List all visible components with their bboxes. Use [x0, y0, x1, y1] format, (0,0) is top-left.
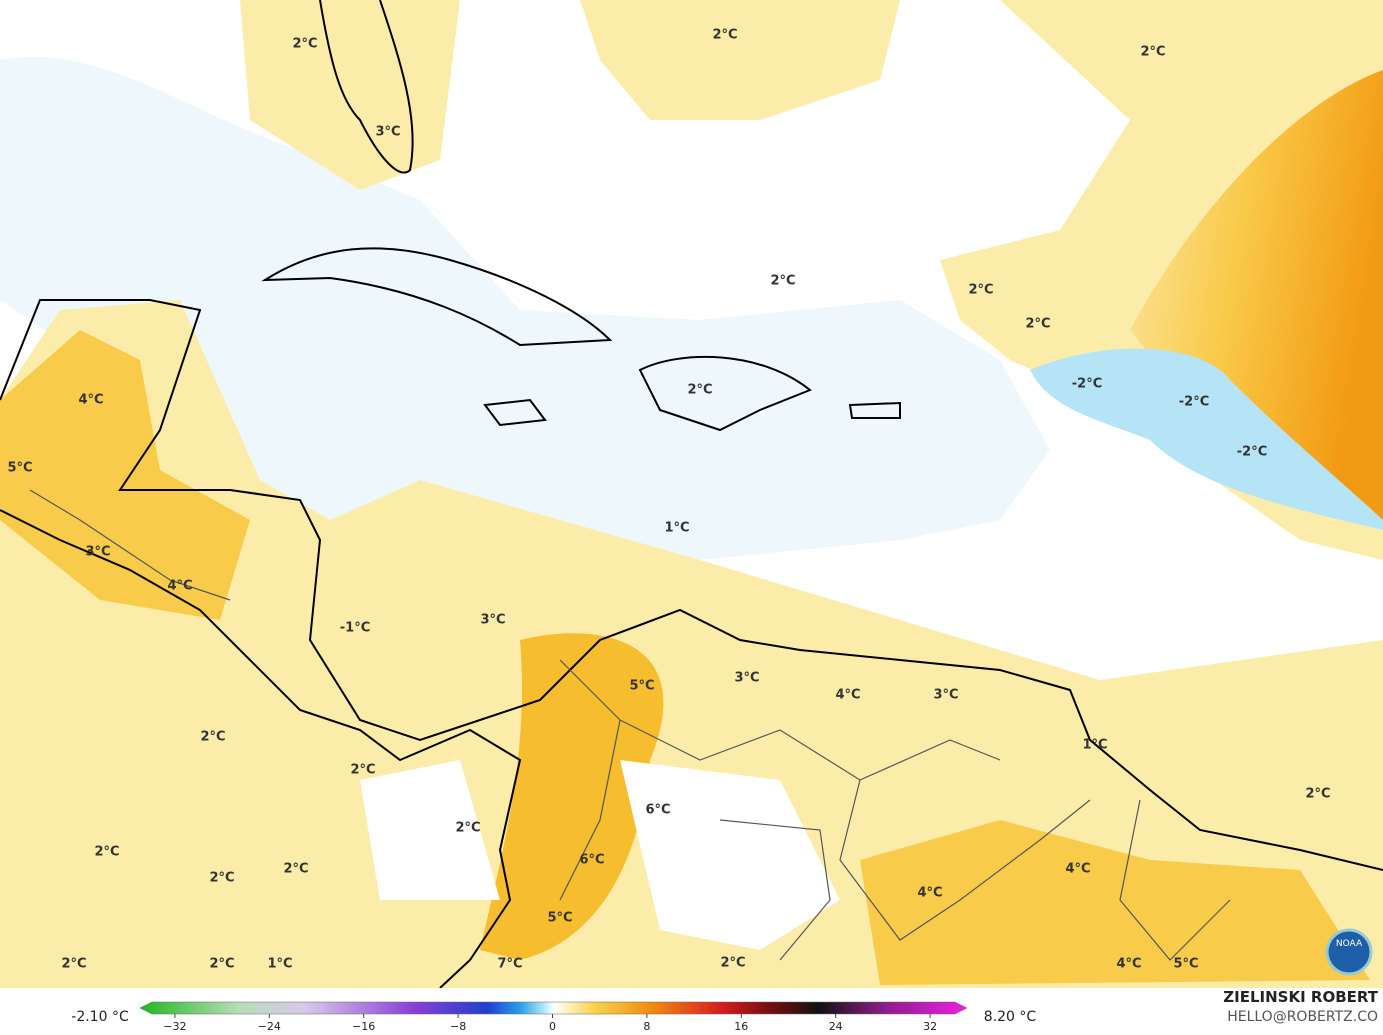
colorbar-min: -2.10 °C [71, 1009, 129, 1025]
neutral-area [360, 760, 500, 900]
warm-area [860, 820, 1370, 985]
colorbar-tick-label: −32 [163, 1020, 186, 1033]
colorbar-bar [139, 1001, 968, 1015]
coastlines [0, 0, 1383, 989]
coastline [483, 398, 901, 427]
contour-label: 3°C [85, 545, 110, 560]
contour-label: 1°C [267, 957, 292, 972]
contour-label: 4°C [78, 393, 103, 408]
cool-area [1030, 348, 1383, 530]
colorbar-tick-label: −24 [258, 1020, 281, 1033]
contour-label: 2°C [455, 821, 480, 836]
contour-label: 1°C [1082, 738, 1107, 753]
contour-label: -1°C [340, 621, 370, 636]
logo-badge [1325, 928, 1373, 976]
contour-label: -2°C [1072, 377, 1102, 392]
warm-area [240, 0, 900, 190]
contour-label: 2°C [687, 383, 712, 398]
contour-label: 6°C [579, 853, 604, 868]
contour-label: 5°C [7, 461, 32, 476]
warm-area [1130, 70, 1383, 530]
contour-label: 3°C [375, 125, 400, 140]
colorbar-tick-label: −8 [450, 1020, 466, 1033]
contour-label: 2°C [292, 37, 317, 52]
contour-label: 2°C [94, 845, 119, 860]
contour-label: 4°C [1065, 862, 1090, 877]
warm-area [0, 330, 250, 620]
contour-label: 3°C [933, 688, 958, 703]
contour-label: 5°C [1173, 957, 1198, 972]
border [29, 489, 1231, 961]
contour-label: 1°C [664, 521, 689, 536]
colorbar-tick-label: 24 [829, 1020, 843, 1033]
warm-area [480, 633, 664, 960]
coastline [261, 247, 613, 347]
contour-label: 2°C [200, 730, 225, 745]
contour-label: 3°C [734, 671, 759, 686]
contour-label: 5°C [547, 911, 572, 926]
contour-label: -2°C [1179, 395, 1209, 410]
colorbar-tick-label: 8 [643, 1020, 650, 1033]
contour-label: 2°C [968, 283, 993, 298]
contour-label: 6°C [645, 803, 670, 818]
contour-label: 3°C [480, 613, 505, 628]
logo: NOAA [1325, 928, 1373, 976]
contour-label: 2°C [1025, 317, 1050, 332]
logo-text: NOAA [1336, 939, 1363, 949]
coastline [0, 509, 522, 989]
warm-area [0, 300, 1383, 988]
contour-label: 4°C [1116, 957, 1141, 972]
map-fills [0, 0, 1383, 988]
contour-label: 2°C [712, 28, 737, 43]
colorbar-tick-label: 0 [549, 1020, 556, 1033]
contour-label: 5°C [629, 679, 654, 694]
cool-area [0, 56, 1050, 601]
colorbar-max: 8.20 °C [984, 1009, 1037, 1025]
contour-label: 4°C [917, 886, 942, 901]
coastline [319, 0, 414, 174]
contour-labels: 2°C 3°C 2°C 2°C 2°C 2°C 2°C -2°C -2°C -2°C 4°C 5°C 2… [7, 28, 1330, 972]
coastline [638, 355, 812, 432]
contour-label: 2°C [770, 274, 795, 289]
contour-label: 2°C [350, 763, 375, 778]
credit-name: ZIELINSKI ROBERT [1223, 988, 1378, 1006]
contour-label: 2°C [1305, 787, 1330, 802]
contour-label: 2°C [283, 862, 308, 877]
contour-label: 2°C [1140, 45, 1165, 60]
contour-label: 2°C [61, 957, 86, 972]
neutral-area [620, 760, 840, 950]
contour-label: 4°C [167, 579, 192, 594]
credit-email: HELLO@ROBERTZ.CO [1227, 1009, 1378, 1025]
colorbar: -2.10 °C 8.20 °C ZIELINSKI ROBERT HELLO@… [0, 988, 1383, 1035]
coastline [0, 299, 1383, 871]
contour-label: 4°C [835, 688, 860, 703]
colorbar-tick-label: 16 [734, 1020, 748, 1033]
contour-label: 2°C [720, 956, 745, 971]
colorbar-tick-label: 32 [923, 1020, 937, 1033]
colorbar-tick-label: −16 [352, 1020, 375, 1033]
contour-label: -2°C [1237, 445, 1267, 460]
contour-label: 2°C [209, 871, 234, 886]
contour-label: 7°C [497, 957, 522, 972]
contour-label: 2°C [209, 957, 234, 972]
